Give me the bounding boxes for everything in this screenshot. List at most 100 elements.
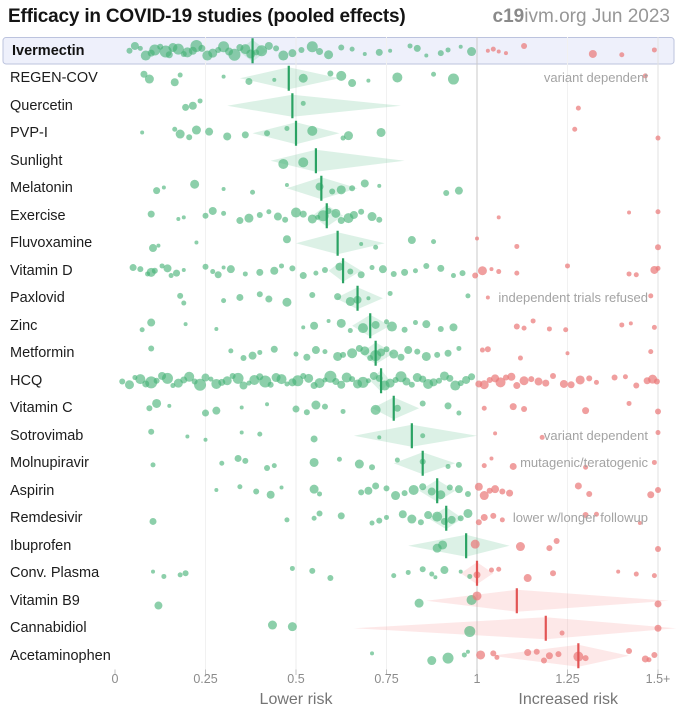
study-dot [383, 485, 390, 492]
study-dot [241, 131, 249, 139]
study-dot [292, 405, 300, 413]
study-dot [282, 297, 292, 307]
study-dot [443, 190, 450, 197]
source-watermark: c19ivm.org Jun 2023 [493, 6, 670, 28]
study-dot [495, 377, 506, 388]
study-dot [436, 490, 446, 500]
study-dot [377, 435, 382, 440]
study-dot [256, 45, 268, 57]
study-dot [457, 515, 464, 522]
study-dot [214, 487, 219, 492]
study-dot [324, 50, 334, 60]
study-dot [450, 273, 456, 279]
study-dot [479, 347, 485, 353]
study-dot [376, 517, 383, 524]
study-dot [349, 376, 356, 383]
study-dot [245, 77, 253, 85]
study-dot [168, 273, 174, 279]
study-dot [509, 403, 517, 411]
study-dot [284, 125, 290, 131]
study-dot [442, 652, 454, 664]
study-dot [427, 656, 437, 666]
study-dot [202, 263, 209, 270]
study-dot [337, 217, 345, 225]
study-dot [322, 349, 328, 355]
study-dot [480, 513, 488, 521]
study-dot [545, 652, 553, 660]
x-tick-0.25: 0.25 [193, 672, 218, 686]
study-dot [309, 457, 319, 467]
study-dot [236, 217, 244, 225]
study-dot [265, 295, 273, 303]
study-dot [468, 373, 476, 381]
study-dot [546, 326, 552, 332]
study-dot [414, 598, 424, 608]
study-dot [185, 434, 190, 439]
study-dot [370, 404, 381, 415]
study-dot [565, 351, 570, 356]
study-dot [616, 569, 621, 574]
study-dot [248, 351, 257, 360]
study-dot [167, 403, 172, 408]
study-dot [474, 482, 483, 491]
study-dot [499, 517, 505, 523]
row-label-cannabidiol: Cannabidiol [10, 620, 87, 637]
study-dot [222, 376, 232, 386]
study-dot [362, 51, 367, 56]
study-dot [304, 373, 314, 383]
row-label-exercise: Exercise [10, 207, 66, 224]
study-dot [119, 378, 126, 385]
row-label-metformin: Metformin [10, 345, 75, 362]
study-dot [506, 489, 514, 497]
study-dot [147, 210, 155, 218]
study-dot [161, 185, 166, 190]
study-dot [341, 372, 352, 383]
study-dot [449, 323, 458, 332]
study-dot [202, 212, 209, 219]
study-dot [642, 73, 648, 79]
study-dot [336, 185, 346, 195]
study-dot [239, 405, 244, 410]
study-dot [392, 72, 403, 83]
study-dot [555, 651, 562, 658]
study-dot [523, 574, 532, 583]
study-dot [137, 45, 143, 51]
study-dot [619, 322, 625, 328]
study-dot [463, 508, 473, 518]
study-dot [655, 486, 661, 493]
pooled-diamond-Vitamin D [328, 259, 362, 282]
study-dot [163, 264, 172, 273]
study-dot [221, 265, 226, 270]
study-dot [423, 262, 430, 269]
study-dot [369, 265, 375, 271]
study-dot [419, 566, 426, 573]
study-dot [336, 456, 342, 462]
row-note: lower w/longer followup [512, 510, 648, 526]
study-dot [337, 512, 345, 520]
study-dot [651, 651, 658, 658]
study-dot [582, 512, 589, 519]
study-dot [310, 435, 318, 443]
study-dot [521, 406, 528, 413]
study-dot [343, 131, 353, 141]
study-dot [316, 510, 323, 517]
study-dot [586, 490, 593, 497]
row-label-quercetin: Quercetin [10, 97, 73, 114]
study-dot [140, 130, 145, 135]
study-dot [433, 575, 438, 580]
study-dot [378, 265, 387, 274]
study-dot [333, 351, 343, 361]
study-dot [429, 378, 438, 387]
source-brand: c19 [492, 6, 525, 27]
study-dot [326, 318, 331, 323]
study-dot [496, 215, 501, 220]
study-dot [282, 235, 291, 244]
study-dot [191, 125, 201, 135]
study-dot [383, 346, 390, 353]
study-dot [354, 459, 364, 469]
study-dot [221, 187, 226, 192]
study-dot [242, 271, 248, 277]
x-tick-0.5: 0.5 [287, 672, 305, 686]
study-dot [371, 320, 380, 329]
study-dot [154, 601, 163, 610]
